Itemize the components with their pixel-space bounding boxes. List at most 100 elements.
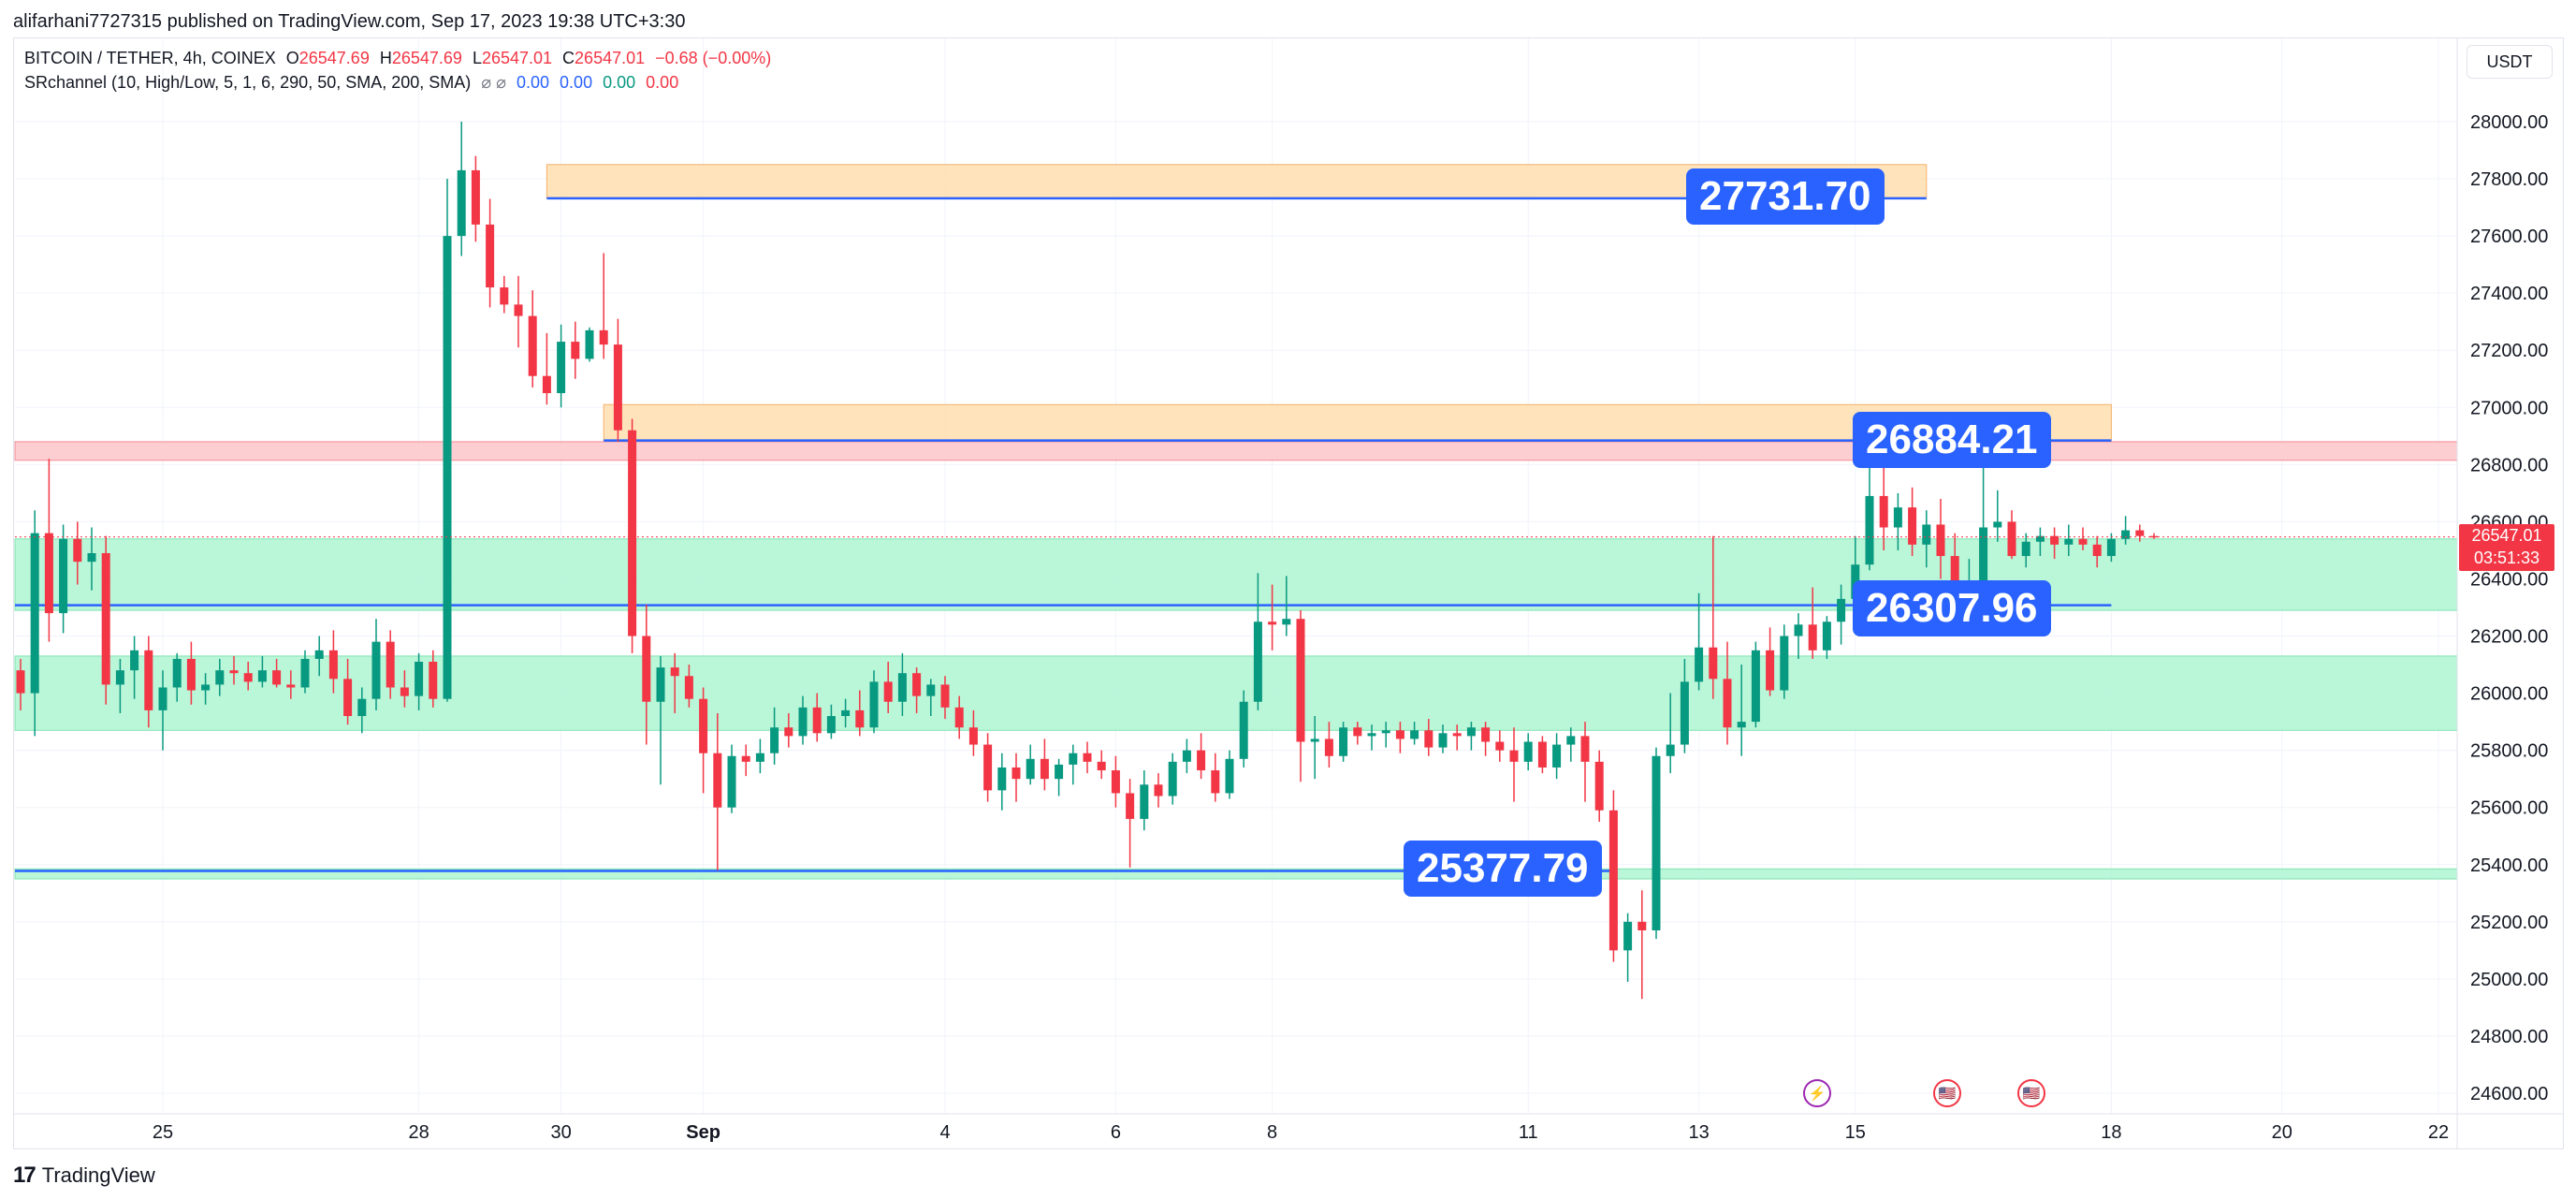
candle-body[interactable]: [343, 679, 353, 717]
candle-body[interactable]: [2050, 535, 2059, 545]
candle-body[interactable]: [855, 709, 865, 728]
candle-body[interactable]: [613, 344, 622, 431]
candle-body[interactable]: [1879, 495, 1888, 528]
candle-body[interactable]: [87, 552, 96, 563]
candle-body[interactable]: [1296, 619, 1305, 742]
candle-body[interactable]: [1623, 921, 1633, 951]
candle-body[interactable]: [968, 727, 978, 745]
candle-body[interactable]: [1893, 507, 1902, 528]
candle-body[interactable]: [1324, 738, 1333, 756]
candle-body[interactable]: [1865, 495, 1874, 565]
candle-body[interactable]: [1537, 741, 1547, 768]
candle-body[interactable]: [1211, 770, 1220, 794]
candle-body[interactable]: [670, 667, 679, 677]
candle-body[interactable]: [1837, 598, 1846, 622]
candle-body[interactable]: [1026, 758, 1035, 780]
candle-body[interactable]: [713, 753, 722, 808]
candle-body[interactable]: [1723, 679, 1732, 728]
candle-body[interactable]: [115, 670, 124, 685]
symbol-name[interactable]: BITCOIN / TETHER, 4h, COINEX: [24, 49, 276, 67]
candle-body[interactable]: [1751, 650, 1760, 723]
candle-body[interactable]: [44, 533, 53, 614]
candle-body[interactable]: [883, 681, 893, 702]
candle-body[interactable]: [684, 676, 693, 699]
candle-body[interactable]: [1154, 784, 1163, 797]
tradingview-logo[interactable]: 17 TradingView: [13, 1162, 155, 1189]
candle-body[interactable]: [656, 667, 665, 702]
candle-body[interactable]: [1908, 507, 1917, 545]
candle-body[interactable]: [257, 670, 267, 682]
candle-body[interactable]: [1339, 727, 1348, 756]
candle-body[interactable]: [215, 670, 225, 685]
candle-body[interactable]: [1225, 758, 1234, 794]
candle-body[interactable]: [514, 304, 523, 316]
candle-body[interactable]: [1381, 730, 1390, 734]
candle-body[interactable]: [16, 670, 25, 694]
candle-body[interactable]: [1253, 621, 1262, 702]
candle-body[interactable]: [954, 707, 964, 728]
candle-body[interactable]: [1353, 727, 1362, 737]
candle-body[interactable]: [1040, 758, 1049, 780]
candle-body[interactable]: [1594, 761, 1604, 811]
candle-body[interactable]: [1111, 770, 1120, 794]
candle-body[interactable]: [1466, 727, 1476, 737]
candle-body[interactable]: [386, 641, 395, 688]
candle-body[interactable]: [741, 755, 750, 762]
candle-body[interactable]: [1580, 736, 1590, 762]
us-flag-event-icon[interactable]: 🇺🇸: [2017, 1079, 2045, 1107]
candle-body[interactable]: [1239, 701, 1248, 759]
candle-body[interactable]: [1808, 624, 1817, 651]
candle-body[interactable]: [940, 684, 950, 708]
candle-body[interactable]: [528, 315, 537, 376]
candle-body[interactable]: [243, 673, 253, 682]
candle-body[interactable]: [571, 342, 580, 359]
candle-body[interactable]: [2135, 530, 2145, 536]
candle-body[interactable]: [1083, 753, 1092, 762]
candle-body[interactable]: [30, 533, 39, 694]
candle-body[interactable]: [300, 658, 310, 688]
candle-body[interactable]: [997, 767, 1007, 791]
candle-body[interactable]: [486, 224, 495, 288]
candle-body[interactable]: [755, 753, 764, 762]
candle-body[interactable]: [2035, 535, 2045, 542]
candle-body[interactable]: [1922, 524, 1931, 545]
candle-body[interactable]: [1993, 521, 2002, 528]
candle-body[interactable]: [357, 698, 367, 717]
candle-body[interactable]: [314, 650, 324, 659]
candle-body[interactable]: [1452, 733, 1462, 737]
candle-body[interactable]: [784, 727, 793, 737]
candle-body[interactable]: [1652, 755, 1661, 930]
candle-body[interactable]: [1282, 619, 1291, 625]
candle-body[interactable]: [1794, 624, 1803, 636]
candle-body[interactable]: [172, 658, 182, 688]
candle-body[interactable]: [1268, 621, 1277, 625]
candle-body[interactable]: [2064, 538, 2074, 545]
candle-body[interactable]: [926, 684, 936, 696]
candle-body[interactable]: [272, 670, 282, 685]
candle-body[interactable]: [699, 698, 708, 753]
candle-body[interactable]: [328, 650, 338, 680]
candle-body[interactable]: [1608, 810, 1618, 951]
candle-body[interactable]: [229, 670, 239, 674]
candle-body[interactable]: [812, 707, 822, 734]
candle-body[interactable]: [457, 169, 466, 237]
candle-body[interactable]: [798, 707, 808, 737]
candle-body[interactable]: [2078, 538, 2088, 545]
candle-body[interactable]: [841, 709, 851, 717]
candle-body[interactable]: [1395, 730, 1404, 739]
candle-body[interactable]: [158, 687, 167, 710]
candle-body[interactable]: [1680, 681, 1689, 745]
candle-body[interactable]: [2021, 541, 2030, 557]
candle-body[interactable]: [1509, 750, 1519, 762]
candle-body[interactable]: [1552, 744, 1562, 768]
candle-body[interactable]: [1126, 793, 1135, 819]
candle-body[interactable]: [1438, 733, 1448, 748]
candle-body[interactable]: [471, 169, 480, 225]
candle-body[interactable]: [1936, 524, 1945, 557]
candle-body[interactable]: [628, 430, 637, 636]
candle-body[interactable]: [1822, 621, 1831, 651]
candle-body[interactable]: [101, 552, 110, 685]
candle-body[interactable]: [415, 662, 424, 696]
candle-body[interactable]: [201, 684, 211, 691]
candle-body[interactable]: [983, 744, 993, 791]
